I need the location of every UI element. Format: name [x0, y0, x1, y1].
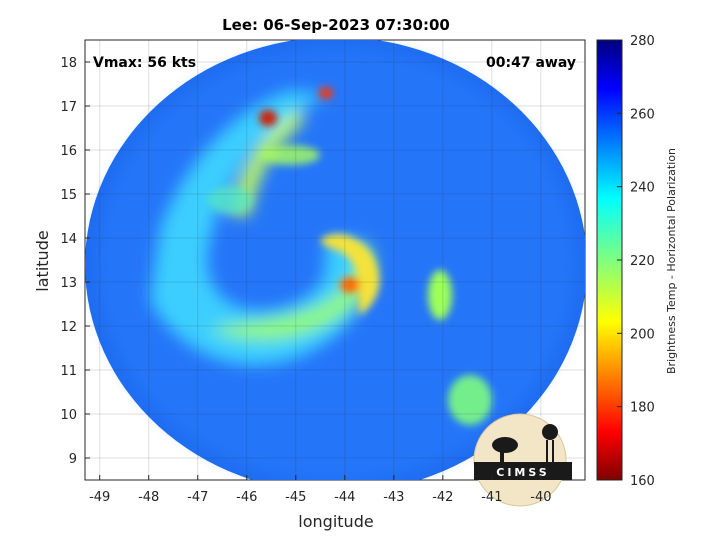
colorbar-tick-label: 160	[630, 474, 655, 489]
time-away-annotation: 00:47 away	[486, 55, 576, 71]
grid-lines	[85, 40, 585, 480]
y-tick-label: 9	[69, 452, 77, 467]
colorbar-label: Brightness Temp - Horizontal Polarizatio…	[665, 148, 678, 374]
colorbar-tick-label: 200	[630, 327, 655, 342]
x-axis-ticks: -49 -48 -47 -46 -45 -44 -43 -42 -41 -40	[89, 475, 551, 505]
y-tick-label: 12	[60, 320, 77, 335]
chart-title: Lee: 06-Sep-2023 07:30:00	[222, 16, 450, 34]
x-tick-label: -46	[236, 490, 257, 505]
y-axis-label: latitude	[33, 230, 52, 291]
x-tick-label: -45	[285, 490, 306, 505]
colorbar-tick-label: 180	[630, 401, 655, 416]
y-tick-label: 15	[60, 188, 77, 203]
colorbar-tick-label: 260	[630, 107, 655, 122]
vmax-annotation: Vmax: 56 kts	[93, 55, 196, 71]
x-tick-label: -48	[138, 490, 159, 505]
y-tick-label: 13	[60, 276, 77, 291]
colorbar-ticks: 280 260 240 220 200 180 160	[617, 34, 655, 489]
y-tick-label: 14	[60, 232, 77, 247]
y-axis-ticks: 9 10 11 12 13 14 15 16 17 18	[60, 56, 90, 467]
colorbar-tick-label: 240	[630, 181, 655, 196]
x-tick-label: -43	[383, 490, 404, 505]
colorbar-tick-label: 220	[630, 254, 655, 269]
colorbar-tick-label: 280	[630, 34, 655, 49]
cimss-logo-text: CIMSS	[496, 466, 549, 479]
cimss-logo: CIMSS	[473, 413, 572, 507]
x-tick-label: -44	[334, 490, 355, 505]
y-tick-label: 18	[60, 56, 77, 71]
y-tick-label: 17	[60, 100, 77, 115]
y-tick-label: 11	[60, 364, 77, 379]
x-tick-label: -40	[530, 490, 551, 505]
x-axis-label: longitude	[298, 512, 373, 531]
x-tick-label: -49	[89, 490, 110, 505]
y-tick-label: 16	[60, 144, 77, 159]
y-tick-label: 10	[60, 408, 77, 423]
x-tick-label: -41	[481, 490, 502, 505]
x-tick-label: -42	[432, 490, 453, 505]
storm-brightness-image	[85, 40, 585, 480]
x-tick-label: -47	[187, 490, 208, 505]
